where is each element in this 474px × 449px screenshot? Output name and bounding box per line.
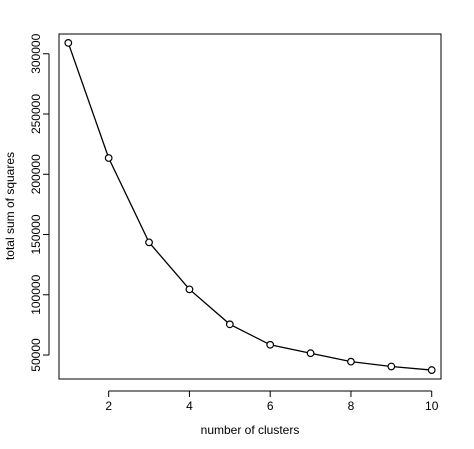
data-point [387,362,396,371]
data-point [306,349,315,358]
data-point [145,238,153,247]
x-tick-label: 4 [186,399,193,413]
data-point [427,366,436,374]
x-tick-label: 2 [105,399,112,413]
x-tick-label: 10 [425,399,439,413]
data-point [266,340,275,349]
series-layer [64,39,436,374]
x-axis: 2 4 6 8 10 [105,390,439,413]
data-point [225,320,234,329]
x-tick-label: 8 [348,399,355,413]
y-tick-label: 250000 [29,94,43,134]
y-axis-label: total sum of squares [3,152,17,260]
plot-frame [58,33,442,380]
data-point [347,357,355,366]
data-point [104,154,113,162]
series-line [67,42,432,371]
x-tick-label: 6 [267,399,274,413]
y-axis: 50000 100000 150000 200000 250000 300000 [29,33,50,372]
y-tick-label: 150000 [29,214,43,254]
y-tick-label: 50000 [29,338,43,372]
x-axis-label: number of clusters [201,423,300,437]
y-tick-label: 200000 [29,154,43,194]
data-point [185,285,194,294]
y-tick-label: 300000 [29,33,43,73]
data-point [64,39,73,47]
y-tick-label: 100000 [29,274,43,314]
